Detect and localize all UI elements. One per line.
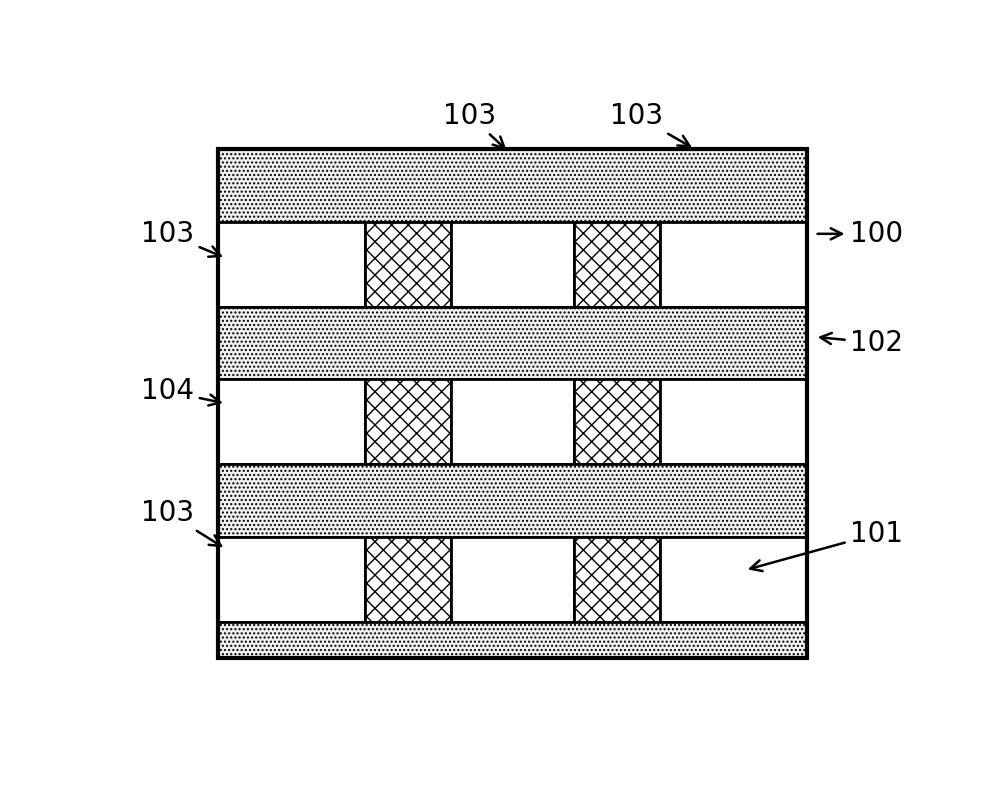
Bar — [660, 537, 807, 622]
Text: 103: 103 — [141, 499, 221, 546]
Bar — [218, 537, 365, 622]
Bar — [660, 222, 807, 307]
Bar — [451, 379, 574, 464]
Bar — [365, 537, 451, 622]
Text: 101: 101 — [750, 519, 903, 571]
Text: 102: 102 — [820, 329, 903, 357]
Bar — [218, 149, 807, 222]
Text: 100: 100 — [818, 220, 903, 248]
Text: 103: 103 — [141, 220, 221, 257]
Bar — [451, 537, 574, 622]
Bar — [218, 379, 365, 464]
Bar — [365, 379, 451, 464]
Bar — [451, 222, 574, 307]
Bar — [574, 222, 660, 307]
Bar — [218, 464, 807, 537]
Text: 103: 103 — [610, 102, 690, 146]
Bar — [365, 222, 451, 307]
Bar — [574, 379, 660, 464]
Text: 103: 103 — [443, 102, 505, 148]
Bar — [218, 622, 807, 658]
Bar — [660, 379, 807, 464]
Bar — [218, 307, 807, 379]
Bar — [218, 222, 365, 307]
Bar — [574, 537, 660, 622]
Bar — [218, 149, 807, 658]
Text: 104: 104 — [141, 378, 220, 405]
